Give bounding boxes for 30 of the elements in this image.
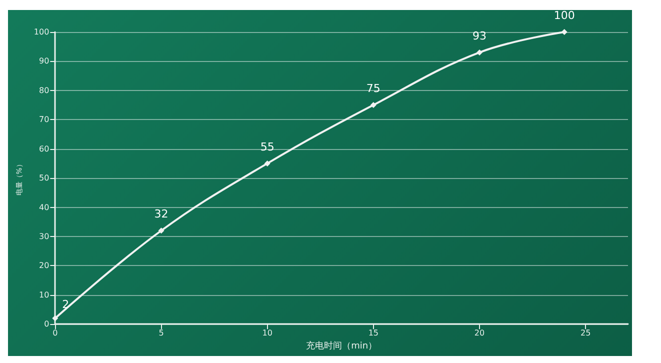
y-tick-label: 30: [38, 232, 50, 241]
point: [158, 228, 164, 234]
point: [370, 102, 376, 108]
y-tick-label: 50: [38, 174, 50, 183]
data-label: 100: [554, 9, 575, 22]
point: [264, 160, 270, 166]
y-tick-label: 10: [38, 290, 50, 300]
x-tick-label: 5: [158, 328, 164, 338]
y-tick-label: 20: [38, 261, 50, 270]
x-tick-label: 0: [52, 328, 58, 338]
x-tick-label: 10: [262, 328, 272, 338]
data-label: 2: [62, 298, 70, 311]
y-tick-label: 0: [44, 320, 50, 329]
x-tick-label: 15: [368, 328, 378, 338]
data-label: 55: [260, 140, 274, 154]
y-tick-label: 80: [38, 86, 50, 95]
x-axis-title: 充电时间（min）: [306, 340, 378, 352]
x-tick-label: 20: [474, 328, 485, 338]
point: [561, 29, 568, 35]
y-tick-label: 60: [38, 144, 50, 154]
y-tick-label: 40: [38, 202, 50, 212]
point: [476, 49, 482, 56]
y-tick-label: 70: [38, 115, 50, 124]
data-label: 93: [472, 29, 486, 42]
x-tick-label: 25: [580, 328, 591, 338]
data-label: 32: [154, 208, 168, 221]
y-tick-label: 90: [38, 56, 50, 66]
data-label: 75: [366, 82, 380, 96]
y-tick-label: 100: [34, 28, 50, 36]
point: [52, 315, 58, 322]
